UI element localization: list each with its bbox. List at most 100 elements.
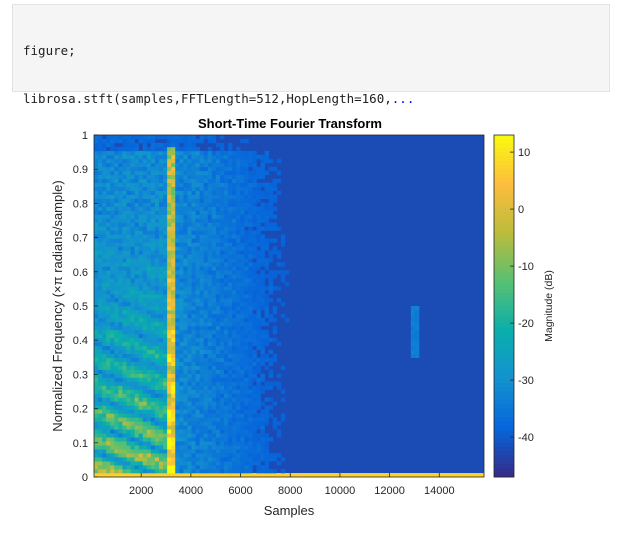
colorbar-tick-label: -20 (518, 318, 534, 330)
colorbar-segment (494, 340, 514, 345)
colorbar-segment (494, 464, 514, 469)
colorbar-segment (494, 357, 514, 362)
colorbar-segment (494, 241, 514, 247)
colorbar-tick-label: -40 (518, 432, 534, 444)
colorbar-segment (494, 459, 514, 465)
colorbar-segment (494, 164, 514, 170)
code-cell[interactable]: figure; librosa.stft(samples,FFTLength=5… (12, 4, 610, 202)
colorbar-segment (494, 451, 514, 457)
colorbar-border (493, 134, 515, 478)
colorbar-segment (494, 152, 514, 157)
colorbar-segment (494, 143, 514, 149)
colorbar-segment (494, 404, 514, 409)
colorbar-tick-label: -30 (518, 375, 534, 387)
chart-title: Short-Time Fourier Transform (198, 116, 382, 131)
colorbar-segment (494, 194, 514, 200)
colorbar-segment (494, 395, 514, 401)
colorbar-segment (494, 173, 514, 179)
colorbar-segment (494, 288, 514, 294)
colorbar-segment (494, 280, 514, 286)
colorbar-segment (494, 434, 514, 439)
colorbar-segment (494, 472, 514, 478)
colorbar-segment (494, 156, 514, 162)
y-tick-label: 0 (82, 472, 88, 484)
colorbar-segment (494, 391, 514, 397)
colorbar-segment (494, 353, 514, 358)
colorbar-segment (494, 216, 514, 221)
colorbar-segment (494, 207, 514, 213)
y-tick-label: 0.1 (73, 438, 88, 450)
colorbar-segment (494, 318, 514, 324)
colorbar-segment (494, 331, 514, 337)
colorbar-segment (494, 370, 514, 375)
x-tick-label: 12000 (374, 485, 405, 497)
y-tick-label: 0.5 (73, 301, 88, 313)
y-tick-label: 0.9 (73, 164, 88, 176)
colorbar-segment (494, 220, 514, 226)
colorbar-segment (494, 442, 514, 448)
x-axis-label: Samples (264, 503, 315, 518)
colorbar-segment (494, 361, 514, 367)
x-tick-label: 6000 (228, 485, 252, 497)
colorbar-segment (494, 314, 514, 320)
code-line: figure; (23, 43, 76, 58)
colorbar: 10 0 -10 -20 -30 -40 (493, 134, 534, 478)
colorbar-tick-label: 0 (518, 204, 524, 216)
colorbar-segment (494, 417, 514, 422)
colorbar-segment (494, 327, 514, 333)
y-tick-label: 0.3 (73, 369, 88, 381)
y-axis: 0 0.1 0.2 0.3 0.4 0.5 0.6 0.7 0.8 0.9 1 (73, 130, 98, 484)
colorbar-segment (494, 421, 514, 427)
x-axis: 2000 4000 6000 8000 10000 12000 14000 (129, 473, 455, 497)
colorbar-segment (494, 387, 514, 392)
colorbar-segment (494, 382, 514, 388)
colorbar-segment (494, 310, 514, 315)
colorbar-tick-label: -10 (518, 261, 534, 273)
colorbar-segment (494, 344, 514, 350)
colorbar-segment (494, 254, 514, 260)
colorbar-segment (494, 306, 514, 311)
colorbar-segment (494, 468, 514, 474)
spectrogram-heatmap (94, 135, 485, 478)
colorbar-segment (494, 438, 514, 444)
colorbar-segment (494, 378, 514, 384)
colorbar-segment (494, 271, 514, 277)
y-tick-label: 0.4 (73, 335, 88, 347)
colorbar-segment (494, 408, 514, 414)
colorbar-segment (494, 365, 514, 371)
colorbar-segment (494, 425, 514, 431)
colorbar-segment (494, 455, 514, 461)
colorbar-segment (494, 211, 514, 217)
colorbar-segment (494, 301, 514, 307)
colorbar-segment (494, 246, 514, 251)
x-tick-label: 8000 (278, 485, 302, 497)
colorbar-segment (494, 224, 514, 230)
colorbar-segment (494, 199, 514, 204)
colorbar-segment (494, 429, 514, 435)
colorbar-segment (494, 276, 514, 281)
colorbar-segment (494, 147, 514, 153)
colorbar-segment (494, 335, 514, 341)
y-tick-label: 0.6 (73, 267, 88, 279)
y-tick-label: 1 (82, 130, 88, 142)
colorbar-segment (494, 203, 514, 209)
x-tick-label: 4000 (179, 485, 203, 497)
stft-figure: Short-Time Fourier Transform 0 0.1 0.2 0.3 0… (50, 116, 555, 518)
colorbar-segment (494, 139, 514, 144)
colorbar-segment (494, 233, 514, 238)
colorbar-segment (494, 293, 514, 298)
colorbar-segment (494, 297, 514, 303)
colorbar-segment (494, 412, 514, 418)
y-tick-label: 0.2 (73, 404, 88, 416)
colorbar-tick-label: 10 (518, 147, 530, 159)
colorbar-segment (494, 237, 514, 243)
colorbar-segment (494, 135, 514, 140)
colorbar-segment (494, 250, 514, 256)
colorbar-segment (494, 323, 514, 328)
y-tick-label: 0.7 (73, 233, 88, 245)
colorbar-segment (494, 160, 514, 166)
colorbar-label: Magnitude (dB) (543, 270, 555, 342)
colorbar-segment (494, 190, 514, 196)
y-axis-label: Normalized Frequency (×π radians/sample) (50, 180, 65, 431)
colorbar-segment (494, 400, 514, 405)
